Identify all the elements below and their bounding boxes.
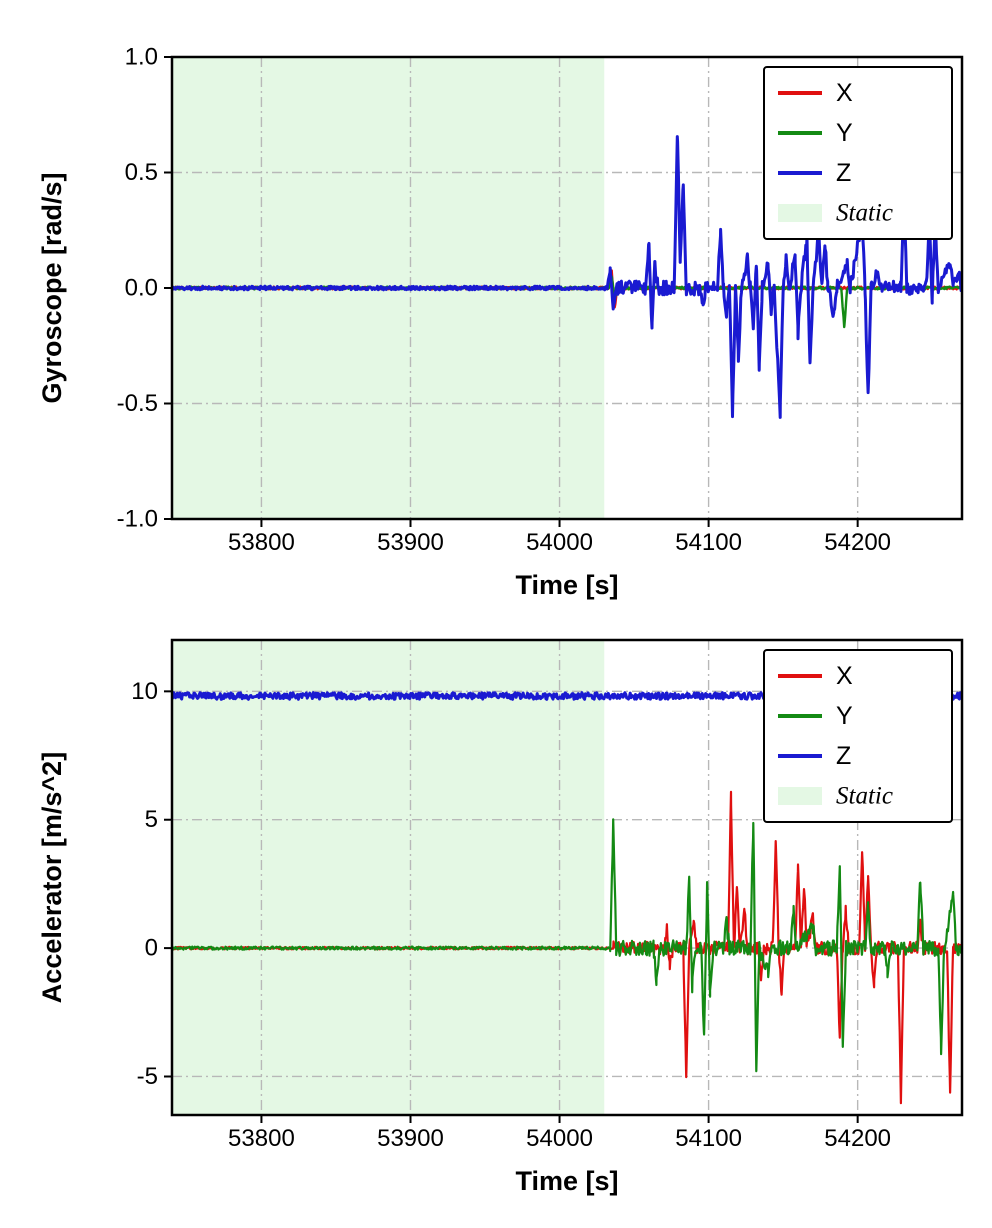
series-Y [172,818,962,1073]
legend-label-z: Z [836,742,851,770]
y-tick-label: -1.0 [117,506,158,533]
y-tick-label: 0.0 [125,275,158,302]
x-axis-label: Time [s] [515,1166,618,1196]
legend-label-static: Static [836,200,893,227]
legend: XYZ Static [763,66,953,240]
y-tick-label: -5 [137,1063,158,1090]
static-region [172,640,605,1115]
y-axis-label: Accelerator [m/s^2] [37,752,67,1003]
x-tick-label: 54100 [675,1125,742,1152]
y-tick-label: 5 [145,806,158,833]
legend-label-y: Y [836,702,853,730]
y-tick-label: 0.5 [125,159,158,186]
y-tick-label: 1.0 [125,44,158,71]
series-Z [172,135,962,419]
legend-patch-sample [778,787,822,805]
legend-box [763,649,953,823]
x-tick-label: 54200 [824,529,891,556]
y-tick-label: 0 [145,935,158,962]
axes-frame [170,638,964,1117]
legend-label-x: X [836,79,853,107]
x-tick-label: 53800 [228,529,295,556]
legend-label-x: X [836,662,853,690]
legend-box [763,66,953,240]
legend-patch-sample [778,204,822,222]
legend: XYZ Static [763,649,953,823]
x-tick-label: 53800 [228,1125,295,1152]
gyroscope-chart: 53800 53900 54000 54100 54200 -1.0 -0.5 0.0 0.5 1… [37,44,964,600]
y-axis-label: Gyroscope [rad/s] [37,172,67,403]
x-tick-label: 54000 [526,529,593,556]
y-tick-label: -0.5 [117,390,158,417]
x-tick-label: 54200 [824,1125,891,1152]
series-group [172,135,962,419]
x-tick-label: 53900 [377,1125,444,1152]
x-tick-label: 54000 [526,1125,593,1152]
legend-label-z: Z [836,159,851,187]
legend-label-static: Static [836,783,893,810]
x-tick-label: 54100 [675,529,742,556]
x-axis-label: Time [s] [515,570,618,600]
y-tick-label: 10 [131,678,158,705]
legend-label-y: Y [836,119,853,147]
x-tick-label: 53900 [377,529,444,556]
accelerator-chart: 53800 53900 54000 54100 54200 -5 0 5 10 Time [s] A… [37,638,964,1196]
